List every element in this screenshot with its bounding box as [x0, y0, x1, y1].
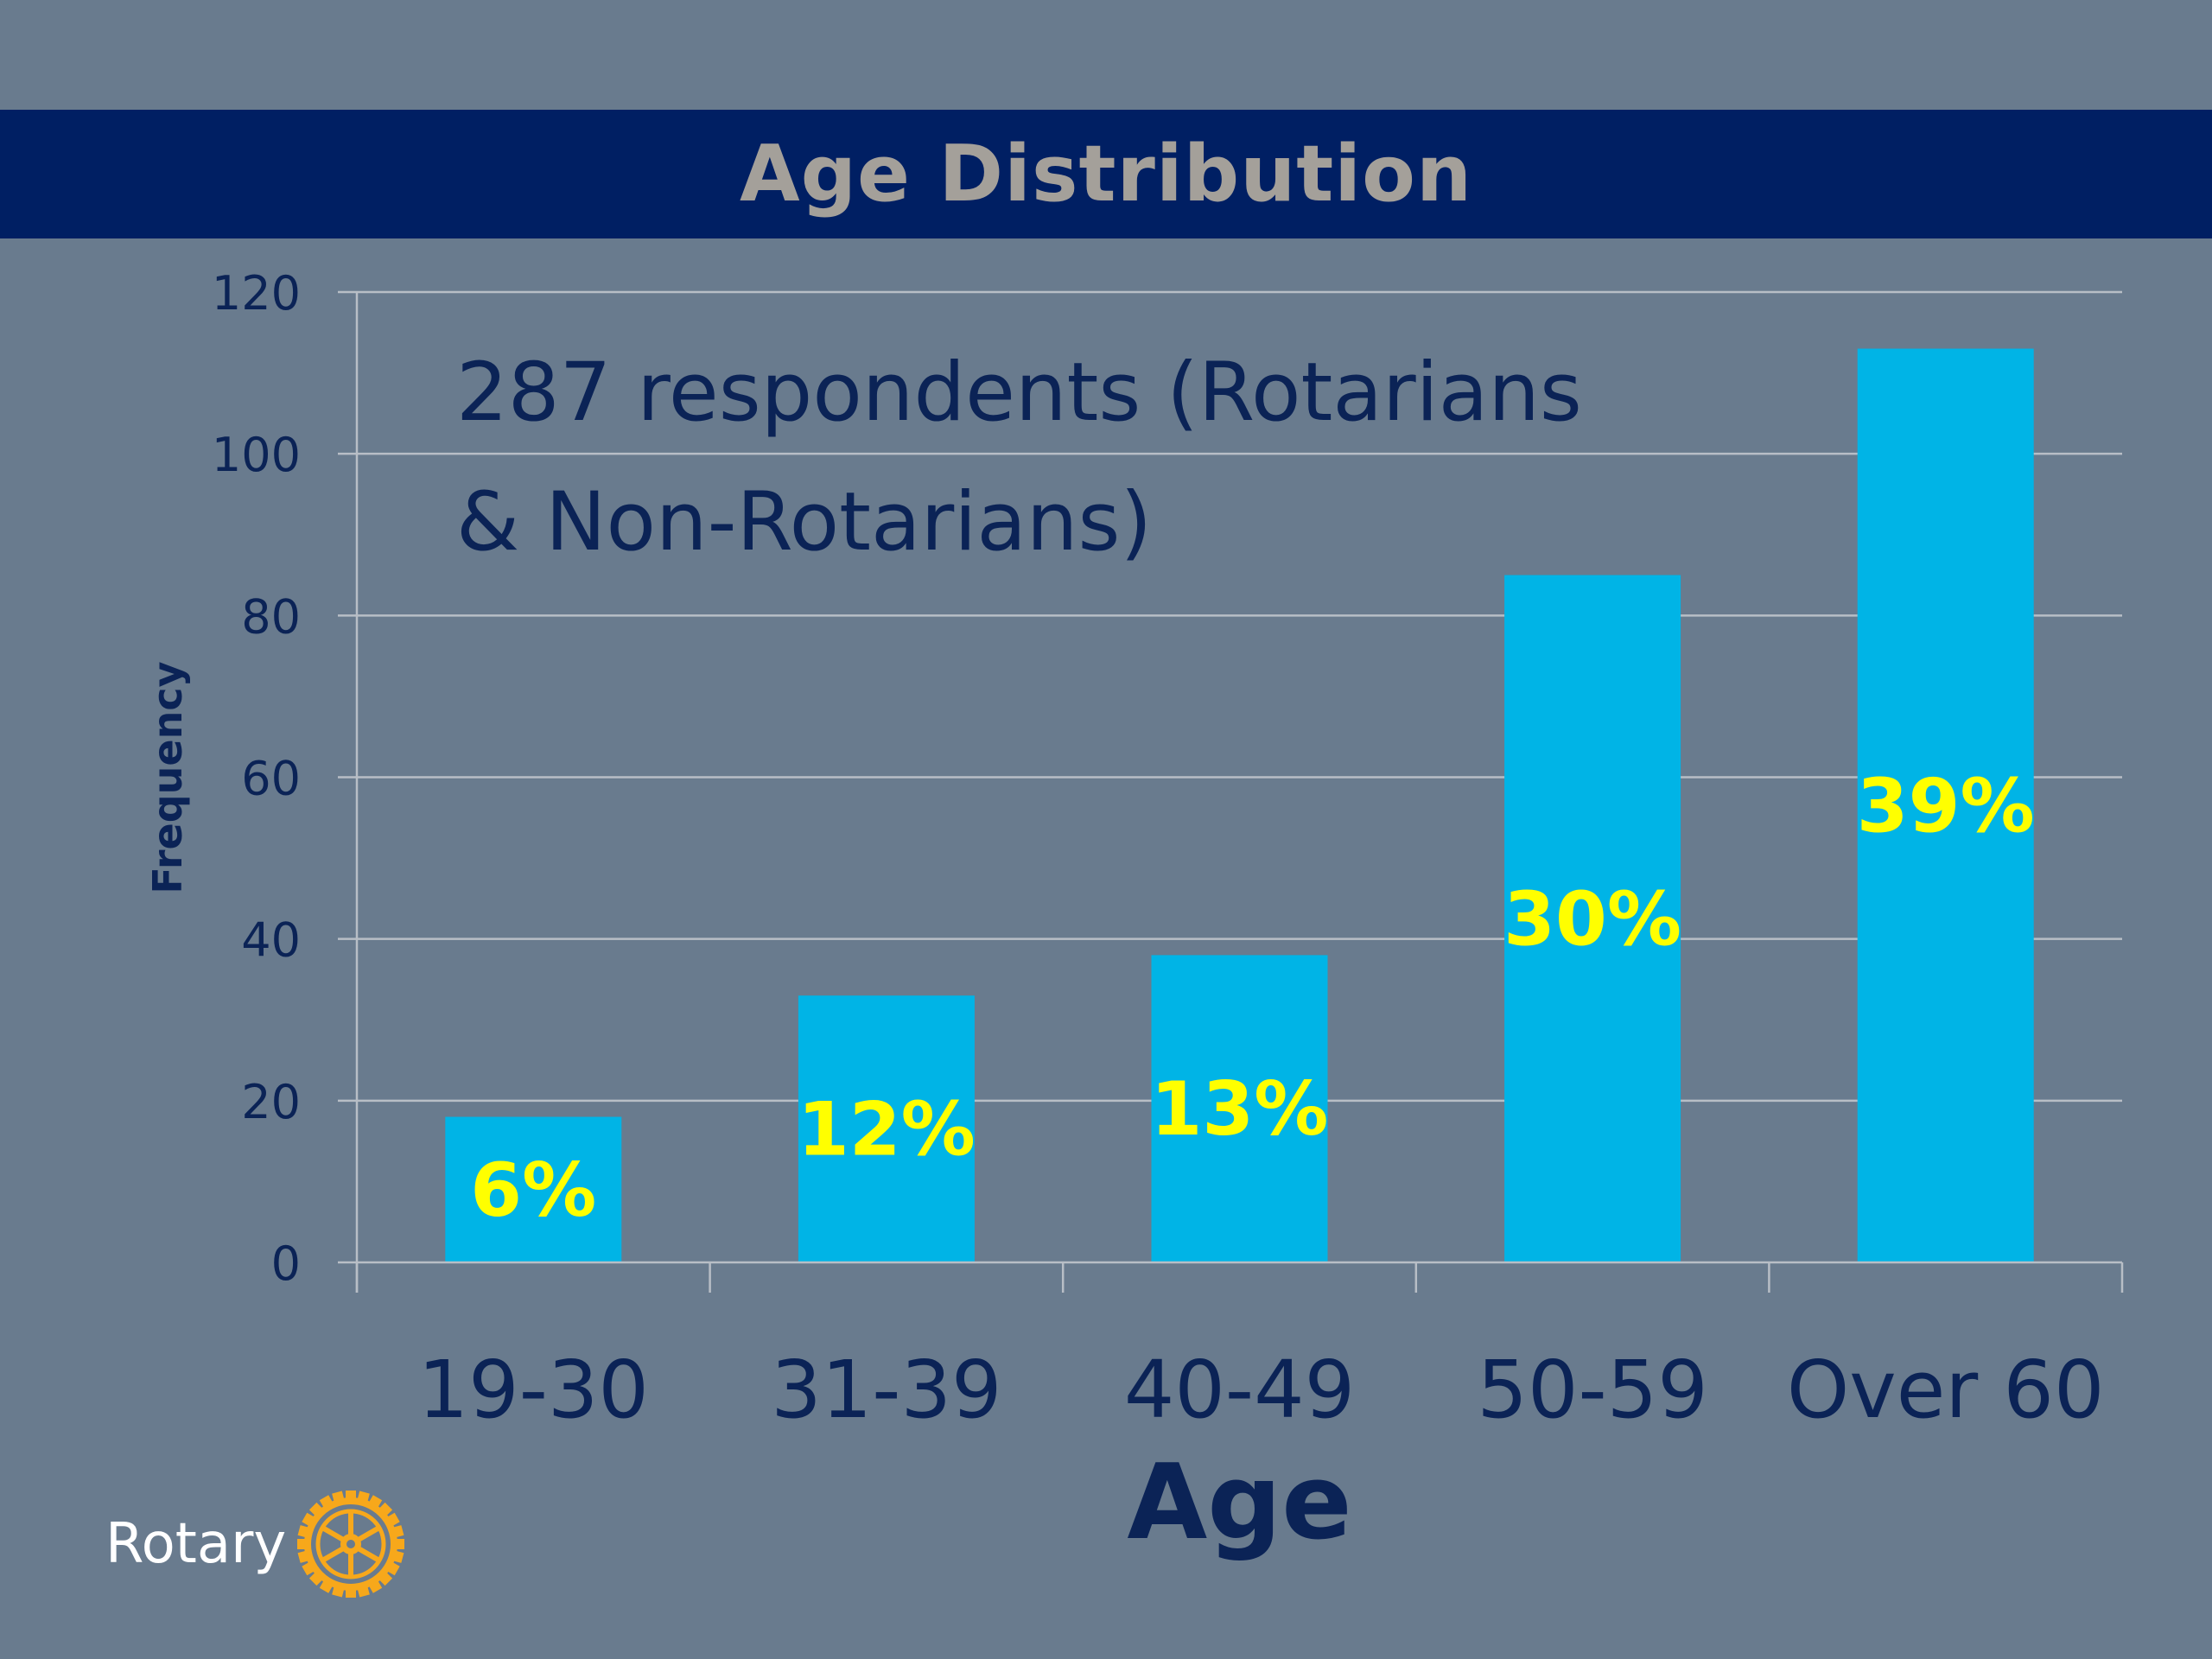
axes [338, 290, 2124, 1293]
bar [798, 995, 975, 1262]
y-tick-label: 40 [241, 913, 301, 968]
x-tick-label: 31-39 [771, 1344, 1001, 1436]
bar [1504, 575, 1681, 1262]
bar [445, 1116, 622, 1262]
chart-title: Age Distribution [739, 129, 1473, 219]
rotary-logo: Rotary [105, 1488, 407, 1600]
bar [1857, 348, 2034, 1263]
y-tick-label: 120 [212, 266, 301, 321]
x-tick-label: Over 60 [1787, 1344, 2105, 1436]
y-tick-label: 60 [241, 752, 301, 806]
data-label: 30% [1503, 876, 1681, 963]
logo-text: Rotary [105, 1512, 287, 1576]
labels: 0 20 40 60 80 100 120 6% 19-30 12% 31-39 13% 40-49 30… [144, 266, 2105, 1563]
x-tick-label: 40-49 [1124, 1344, 1355, 1436]
y-tick-label: 0 [271, 1236, 301, 1291]
rotary-wheel-icon [297, 1491, 405, 1598]
x-tick-label: 19-30 [418, 1344, 649, 1436]
respondents-annotation: 287 respondents (Rotarians & Non-Rotaria… [456, 346, 1582, 569]
x-axis-title: Age [1127, 1443, 1351, 1563]
y-axis-title: Frequency [144, 661, 191, 893]
data-label: 13% [1151, 1066, 1329, 1153]
y-tick-label: 20 [241, 1075, 301, 1129]
y-tick-label: 80 [241, 589, 301, 644]
title-bar: Age Distribution [0, 110, 2212, 238]
data-label: 12% [798, 1087, 976, 1173]
data-label: 39% [1857, 763, 2035, 849]
x-tick-label: 50-59 [1477, 1344, 1707, 1436]
y-tick-label: 100 [212, 428, 301, 482]
data-label: 6% [470, 1147, 596, 1234]
bars [445, 348, 2034, 1263]
bar [1151, 955, 1328, 1262]
